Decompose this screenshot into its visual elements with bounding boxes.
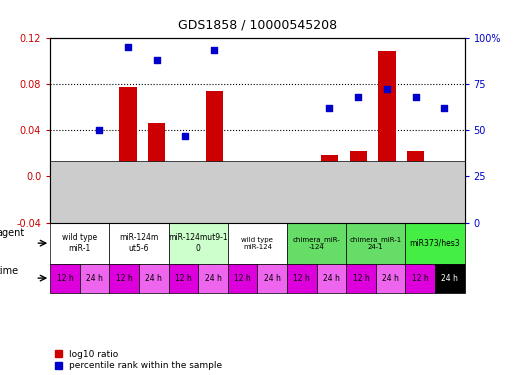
Text: miR-124mut9-1
0: miR-124mut9-1 0: [168, 234, 228, 253]
Point: [325, 105, 334, 111]
Bar: [346, 223, 406, 264]
Text: 24 h: 24 h: [323, 274, 340, 283]
Text: 24 h: 24 h: [145, 274, 162, 283]
Text: 12 h: 12 h: [56, 274, 73, 283]
Bar: [62, 176, 79, 205]
Point: [210, 48, 219, 54]
Point: [383, 86, 391, 92]
Text: 24 h: 24 h: [204, 274, 221, 283]
Bar: [80, 264, 109, 292]
Bar: [320, 156, 338, 176]
Text: miR-124m
ut5-6: miR-124m ut5-6: [119, 234, 158, 253]
Point: [440, 105, 449, 111]
Bar: [378, 51, 395, 176]
Point: [181, 133, 190, 139]
Text: 12 h: 12 h: [234, 274, 251, 283]
Point: [95, 127, 103, 133]
Bar: [109, 223, 168, 264]
Bar: [205, 91, 223, 176]
Text: wild type
miR-1: wild type miR-1: [62, 234, 97, 253]
Text: 24 h: 24 h: [382, 274, 399, 283]
Bar: [139, 264, 168, 292]
Bar: [263, 176, 280, 213]
Bar: [198, 264, 228, 292]
Bar: [407, 151, 425, 176]
Point: [296, 179, 305, 185]
Point: [411, 94, 420, 100]
Text: time: time: [0, 266, 19, 276]
Text: 12 h: 12 h: [116, 274, 133, 283]
Text: 12 h: 12 h: [353, 274, 370, 283]
Point: [66, 168, 74, 174]
Text: miR373/hes3: miR373/hes3: [410, 238, 460, 248]
Text: chimera_miR-
-124: chimera_miR- -124: [293, 236, 341, 250]
Text: 12 h: 12 h: [175, 274, 192, 283]
Bar: [436, 162, 453, 176]
Bar: [406, 264, 435, 292]
Point: [239, 164, 247, 170]
Point: [124, 44, 132, 50]
Bar: [406, 223, 465, 264]
Legend: log10 ratio, percentile rank within the sample: log10 ratio, percentile rank within the …: [55, 350, 222, 370]
Text: 12 h: 12 h: [412, 274, 429, 283]
Point: [354, 94, 362, 100]
Bar: [148, 123, 165, 176]
Bar: [50, 264, 80, 292]
Bar: [168, 223, 228, 264]
Bar: [287, 264, 317, 292]
Bar: [228, 264, 258, 292]
Bar: [168, 264, 198, 292]
Bar: [228, 223, 287, 264]
Text: 24 h: 24 h: [441, 274, 458, 283]
Text: agent: agent: [0, 228, 25, 238]
Text: wild type
miR-124: wild type miR-124: [241, 237, 274, 250]
Bar: [234, 176, 252, 197]
Bar: [119, 87, 137, 176]
Point: [268, 168, 276, 174]
Point: [153, 57, 161, 63]
Text: 24 h: 24 h: [86, 274, 103, 283]
Bar: [287, 223, 346, 264]
Bar: [50, 223, 109, 264]
Text: chimera_miR-1
24-1: chimera_miR-1 24-1: [350, 236, 402, 250]
Text: GDS1858 / 10000545208: GDS1858 / 10000545208: [178, 19, 337, 32]
Text: 24 h: 24 h: [264, 274, 281, 283]
Bar: [258, 264, 287, 292]
Text: 12 h: 12 h: [294, 274, 310, 283]
Bar: [109, 264, 139, 292]
Bar: [292, 176, 309, 226]
Bar: [435, 264, 465, 292]
Bar: [350, 151, 367, 176]
Bar: [376, 264, 406, 292]
Bar: [317, 264, 346, 292]
Bar: [346, 264, 376, 292]
